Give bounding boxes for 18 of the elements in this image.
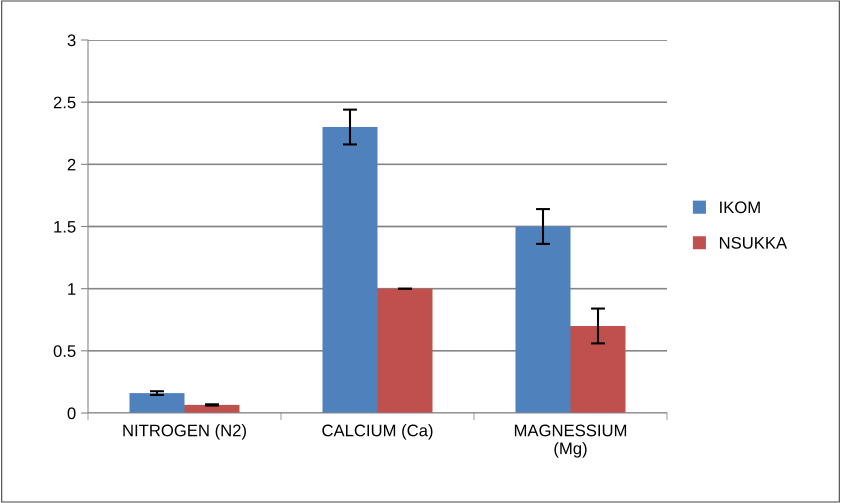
y-tick-label: 1.5 [54,221,76,233]
legend-label: IKOM [720,201,760,214]
bar [129,393,184,413]
bar [515,226,570,413]
y-tick-label: 1 [68,283,76,295]
y-tick-label: 0.5 [54,345,76,358]
x-tick-label: NITROGEN (N2) [123,424,246,440]
y-tick-label: 2.5 [54,96,76,108]
bar [322,127,378,413]
x-tick-label: CALCIUM (Ca) [322,424,432,440]
y-tick-label: 0 [68,407,76,420]
legend-label: NSUKKA [720,236,788,249]
bar [378,288,433,413]
y-tick-label: 3 [68,34,76,46]
y-tick-label: 2 [68,158,76,170]
bar [184,404,240,413]
bar [570,326,626,413]
x-tick-label: MAGNESSIUM (Mg) [514,424,626,458]
